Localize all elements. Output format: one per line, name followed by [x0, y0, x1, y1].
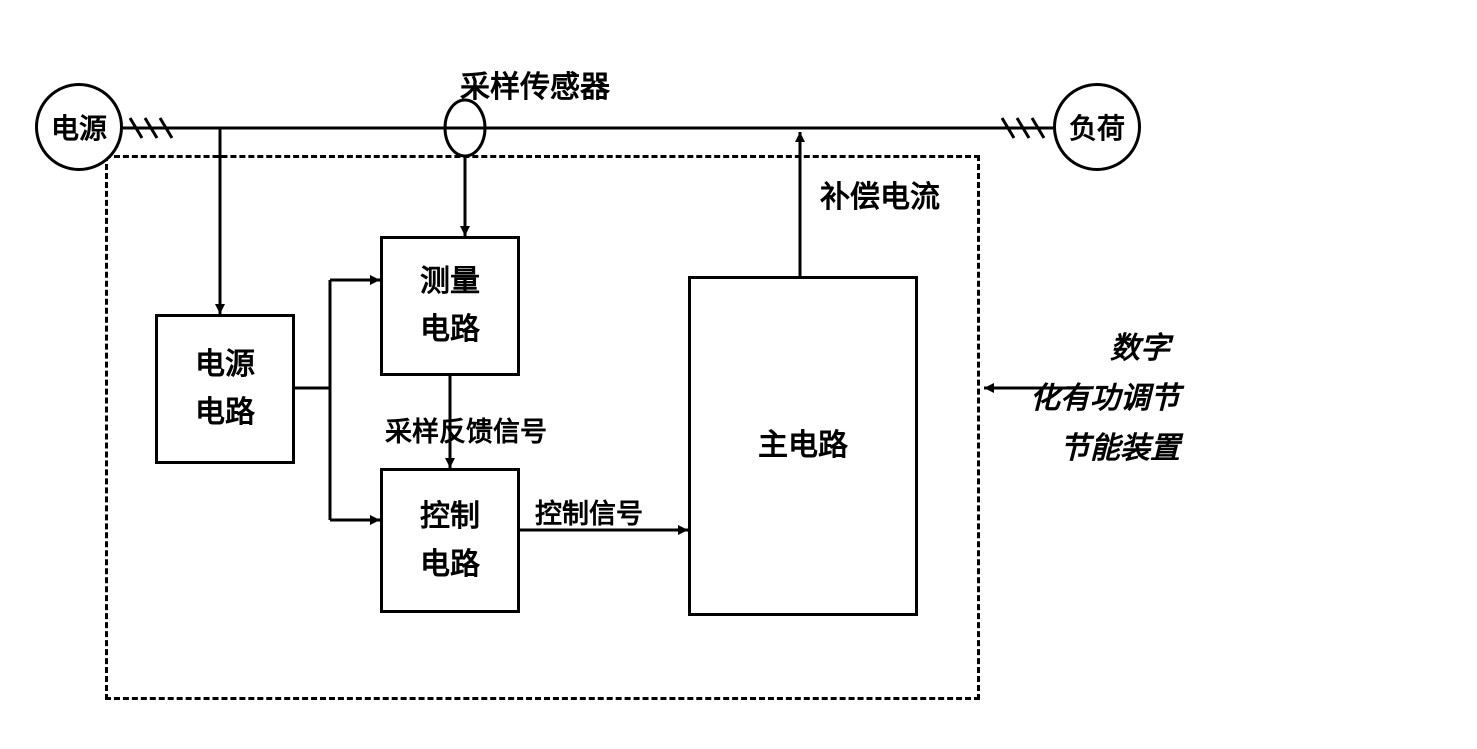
label-control-signal: 控制信号 — [535, 492, 643, 531]
node-power-circuit: 电源 电路 — [155, 314, 295, 464]
label-sampling-feedback: 采样反馈信号 — [385, 410, 547, 449]
power-circuit-label: 电源 电路 — [195, 341, 255, 437]
label-compensation-current: 补偿电流 — [820, 172, 940, 216]
node-measure-circuit: 测量 电路 — [380, 236, 520, 376]
measure-circuit-label: 测量 电路 — [420, 258, 480, 354]
load-label: 负荷 — [1069, 107, 1125, 147]
label-device-1: 数字 — [1110, 323, 1170, 367]
label-device-2: 化有功调节 — [1030, 373, 1180, 417]
node-power-source: 电源 — [35, 83, 123, 171]
power-source-label: 电源 — [51, 107, 107, 147]
label-device-3: 节能装置 — [1060, 423, 1180, 467]
node-control-circuit: 控制 电路 — [380, 468, 520, 613]
diagram-canvas: 电源 负荷 电源 电路 测量 电路 控制 电路 主电路 采样传感器 补偿电流 采… — [0, 0, 1477, 749]
label-sampling-sensor: 采样传感器 — [460, 62, 610, 106]
control-circuit-label: 控制 电路 — [420, 493, 480, 589]
main-circuit-label: 主电路 — [758, 422, 848, 470]
node-load: 负荷 — [1053, 83, 1141, 171]
node-main-circuit: 主电路 — [688, 276, 918, 616]
